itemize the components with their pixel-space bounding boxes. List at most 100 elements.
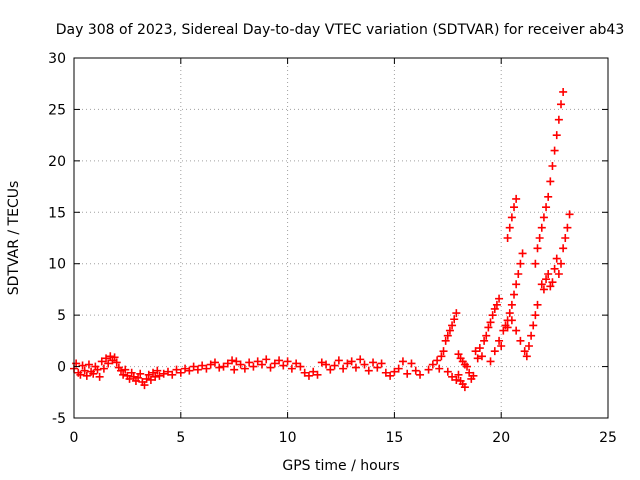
data-point (360, 360, 369, 369)
data-point (112, 358, 121, 367)
data-point (497, 342, 506, 350)
data-point (565, 210, 574, 219)
data-point (176, 368, 185, 377)
x-tick-label: 15 (385, 430, 403, 446)
data-point (127, 368, 136, 377)
data-point (518, 249, 527, 258)
data-point (377, 359, 386, 368)
data-point (448, 321, 457, 330)
data-point (193, 365, 202, 374)
data-point (202, 364, 211, 373)
data-point (503, 323, 512, 332)
data-point (452, 309, 461, 318)
y-tick-label: 20 (48, 154, 66, 170)
x-tick-label: 25 (599, 430, 617, 446)
data-point (490, 304, 499, 313)
data-point (89, 369, 98, 378)
data-point (283, 357, 292, 366)
data-point (486, 357, 495, 366)
data-point (144, 370, 153, 379)
data-point (198, 361, 207, 370)
data-point (95, 372, 104, 381)
data-point (531, 259, 540, 268)
data-point (488, 311, 497, 320)
data-point (142, 374, 151, 383)
data-point (163, 367, 172, 376)
data-point (155, 371, 164, 380)
data-point (279, 361, 288, 370)
data-point (386, 371, 395, 380)
data-point (121, 365, 130, 374)
data-point (531, 311, 540, 320)
data-point (537, 223, 546, 232)
data-point (343, 359, 352, 368)
data-point (76, 370, 85, 379)
data-point (542, 275, 551, 284)
data-point (437, 352, 446, 361)
data-point (330, 361, 339, 370)
data-point (505, 309, 514, 318)
data-point (168, 370, 177, 379)
data-point (390, 367, 399, 376)
data-point (394, 364, 403, 373)
data-point (559, 87, 568, 96)
data-point (542, 203, 551, 212)
data-point (512, 194, 521, 203)
data-point (546, 177, 555, 186)
data-point (495, 294, 504, 303)
y-tick-label: 15 (48, 205, 66, 221)
data-point (439, 347, 448, 356)
data-point (480, 336, 489, 345)
data-point (240, 364, 249, 373)
data-point (529, 321, 538, 330)
data-point (516, 259, 525, 268)
data-point (537, 280, 546, 289)
data-point (522, 352, 531, 361)
data-point (554, 115, 563, 124)
y-tick-label: 25 (48, 102, 66, 118)
grid (74, 58, 608, 418)
data-point (78, 361, 87, 370)
data-point (210, 358, 219, 367)
data-point (104, 359, 113, 368)
data-point (469, 371, 478, 380)
data-point (557, 259, 566, 268)
data-point (552, 131, 561, 140)
data-point (507, 300, 516, 309)
data-point (507, 316, 516, 325)
data-point (364, 366, 373, 375)
data-point (181, 364, 190, 373)
data-point (554, 270, 563, 278)
data-point (411, 366, 420, 375)
data-point (189, 362, 198, 371)
x-tick-label: 10 (279, 430, 297, 446)
data-point (514, 270, 523, 278)
data-point (460, 383, 469, 392)
data-point (533, 244, 542, 253)
data-point (347, 357, 356, 366)
data-point (106, 352, 115, 361)
data-point (223, 359, 232, 368)
y-tick-label: 0 (57, 360, 66, 376)
data-point (512, 326, 521, 335)
data-point (249, 362, 258, 371)
data-point (475, 344, 484, 353)
data-point (351, 363, 360, 372)
data-point (270, 359, 279, 368)
data-point (557, 100, 566, 109)
data-point (563, 223, 572, 232)
data-point (119, 370, 128, 379)
data-point (304, 371, 313, 380)
data-point (407, 359, 416, 368)
data-point (185, 366, 194, 375)
data-point (153, 366, 162, 375)
data-point (309, 367, 318, 376)
data-point (326, 365, 335, 374)
data-point (445, 326, 454, 335)
data-point (228, 356, 237, 365)
data-point (356, 355, 365, 364)
data-point (490, 347, 499, 356)
data-point (452, 375, 461, 384)
data-point (448, 372, 457, 381)
